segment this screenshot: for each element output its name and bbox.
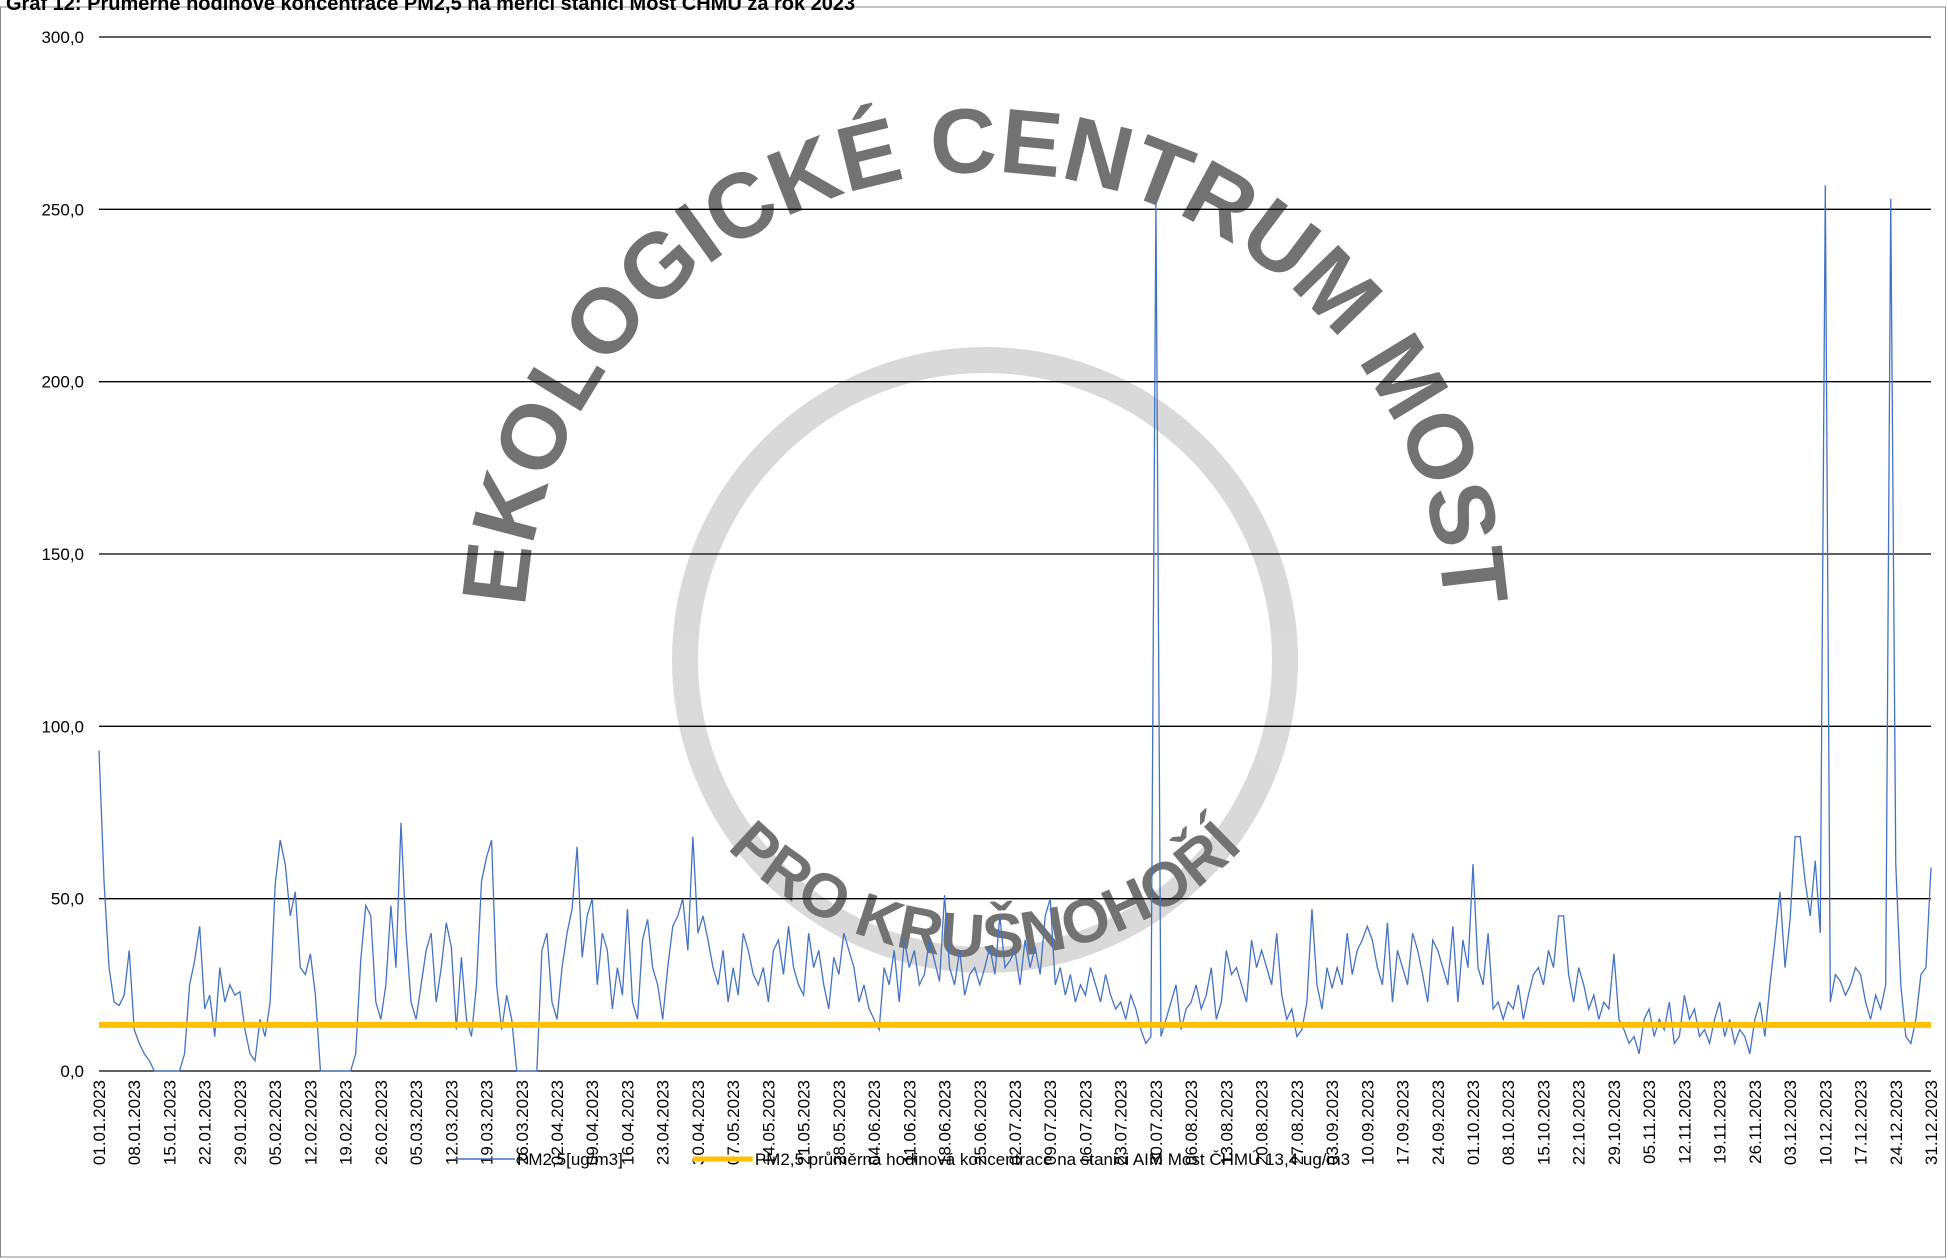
- x-tick-label: 17.12.2023: [1852, 1080, 1871, 1165]
- x-tick-label: 12.02.2023: [301, 1080, 320, 1165]
- y-tick-label: 150,0: [41, 545, 84, 564]
- x-tick-label: 22.10.2023: [1570, 1080, 1589, 1165]
- x-tick-label: 08.01.2023: [125, 1080, 144, 1165]
- x-tick-label: 17.09.2023: [1394, 1080, 1413, 1165]
- x-tick-label: 29.01.2023: [231, 1080, 250, 1165]
- x-tick-label: 10.12.2023: [1816, 1080, 1835, 1165]
- x-tick-label: 23.04.2023: [654, 1080, 673, 1165]
- y-tick-label: 0,0: [60, 1062, 84, 1081]
- x-tick-label: 19.03.2023: [478, 1080, 497, 1165]
- x-tick-label: 24.12.2023: [1887, 1080, 1906, 1165]
- x-tick-label: 03.12.2023: [1781, 1080, 1800, 1165]
- x-tick-label: 01.10.2023: [1464, 1080, 1483, 1165]
- x-tick-label: 10.09.2023: [1358, 1080, 1377, 1165]
- x-tick-label: 15.10.2023: [1534, 1080, 1553, 1165]
- x-tick-label: 05.02.2023: [266, 1080, 285, 1165]
- x-tick-label: 08.10.2023: [1499, 1080, 1518, 1165]
- x-tick-label: 22.01.2023: [196, 1080, 215, 1165]
- x-tick-label: 05.11.2023: [1640, 1080, 1659, 1164]
- y-tick-label: 200,0: [41, 373, 84, 392]
- y-tick-label: 300,0: [41, 28, 84, 47]
- x-tick-label: 15.01.2023: [160, 1080, 179, 1165]
- y-tick-label: 50,0: [51, 890, 84, 909]
- chart-frame: [1, 7, 1946, 1257]
- chart-title: Graf 12: Průměrné hodinové koncentrace P…: [6, 0, 855, 15]
- x-tick-label: 30.04.2023: [689, 1080, 708, 1165]
- x-tick-label: 26.02.2023: [372, 1080, 391, 1165]
- x-tick-label: 26.11.2023: [1746, 1080, 1765, 1164]
- x-tick-label: 24.09.2023: [1429, 1080, 1448, 1165]
- x-tick-label: 31.12.2023: [1922, 1080, 1941, 1165]
- y-tick-label: 250,0: [41, 200, 84, 219]
- y-tick-label: 100,0: [41, 717, 84, 736]
- x-tick-label: 19.02.2023: [337, 1080, 356, 1165]
- legend-label: PM2,5[ug/m3]: [517, 1150, 623, 1169]
- x-tick-label: 19.11.2023: [1711, 1080, 1730, 1164]
- x-tick-label: 12.03.2023: [442, 1080, 461, 1165]
- x-tick-label: 05.03.2023: [407, 1080, 426, 1165]
- chart: Graf 12: Průměrné hodinové koncentrace P…: [0, 0, 1948, 1260]
- x-tick-label: 07.05.2023: [724, 1080, 743, 1165]
- x-tick-label: 29.10.2023: [1605, 1080, 1624, 1165]
- x-tick-label: 12.11.2023: [1675, 1080, 1694, 1164]
- x-tick-label: 01.01.2023: [90, 1080, 109, 1165]
- legend-label: PM2,5 průměrná hodinová koncentrace na s…: [755, 1150, 1350, 1169]
